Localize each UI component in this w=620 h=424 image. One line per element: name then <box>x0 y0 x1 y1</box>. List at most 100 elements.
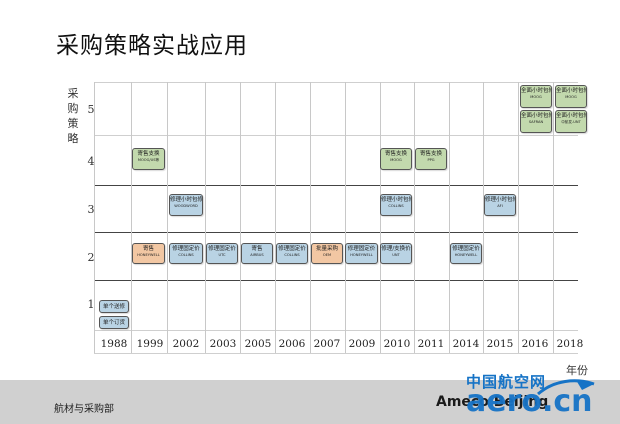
grid-line <box>94 185 578 186</box>
strategy-box: 修理固定价 HONEYWELL <box>450 243 482 264</box>
strategy-supplier: COLLINS <box>388 204 404 208</box>
watermark-en: aero.cn <box>466 384 593 419</box>
strategy-box: 修理固定价 COLLINS <box>169 243 203 264</box>
x-year-label: 2015 <box>486 338 514 350</box>
strategy-box: 单个送修 <box>99 300 129 313</box>
strategy-box: 单个订货 <box>99 316 129 329</box>
y-level-label: 3 <box>87 203 95 216</box>
strategy-name: 修理小时包修 <box>485 197 516 203</box>
strategy-box: 寄售 HONEYWELL <box>132 243 165 264</box>
x-year-label: 2002 <box>172 338 200 350</box>
strategy-name: 修理小时包修 <box>170 197 203 203</box>
strategy-name: 寄售 <box>142 246 154 252</box>
strategy-supplier: MOOG/US等 <box>137 158 160 162</box>
grid-line <box>94 353 578 354</box>
strategy-supplier: COLLINS <box>284 253 300 257</box>
x-year-label: 2006 <box>278 338 306 350</box>
x-year-label: 2016 <box>521 338 549 350</box>
strategy-supplier: PPG <box>427 158 435 162</box>
x-year-label: 2009 <box>348 338 376 350</box>
grid-line <box>310 82 311 353</box>
strategy-name: 修理固定价 <box>347 246 376 252</box>
strategy-box: 修理小时包修 COLLINS <box>380 194 412 216</box>
strategy-box: 修理固定价 COLLINS <box>276 243 308 264</box>
grid-line <box>380 82 381 353</box>
grid-line <box>414 82 415 353</box>
strategy-box: 修理固定价 HONEYWELL <box>345 243 378 264</box>
strategy-name: 寄售 <box>251 246 263 252</box>
strategy-supplier: HONEYWELL <box>137 253 160 257</box>
x-axis-unit: 年份 <box>566 364 588 377</box>
strategy-supplier: HONEYWELL <box>454 253 478 257</box>
strategy-box: 寄售支换 PPG <box>415 148 447 170</box>
strategy-supplier: UTC <box>218 253 226 257</box>
y-level-label: 2 <box>87 251 95 264</box>
grid-line <box>94 232 578 233</box>
strategy-box: 寄售支换 MOOG <box>380 148 412 170</box>
x-year-label: 1999 <box>136 338 164 350</box>
strategy-box: 修理/支换价 UNT <box>380 243 412 264</box>
grid-line <box>449 82 450 353</box>
y-level-label: 5 <box>87 103 95 116</box>
x-year-label: 2010 <box>383 338 411 350</box>
x-year-label: 2018 <box>556 338 584 350</box>
strategy-box: 全面小时包修 MOOG <box>520 85 552 108</box>
strategy-box: 全面小时包修 SAFRAN <box>520 110 552 133</box>
strategy-supplier: MOOG <box>530 95 542 99</box>
grid-line <box>94 82 95 353</box>
strategy-box: 全面小时包修 中航发-UNT <box>555 110 587 133</box>
y-level-label: 1 <box>87 298 95 311</box>
strategy-name: 修理固定价 <box>208 246 236 252</box>
y-level-label: 4 <box>87 155 95 168</box>
strategy-supplier: OEM <box>322 253 332 257</box>
grid-line <box>240 82 241 353</box>
strategy-supplier: SAFRAN <box>528 120 544 124</box>
grid-line <box>553 82 554 353</box>
strategy-name: 修理小时包修 <box>381 197 412 203</box>
department-label: 航材与采购部 <box>54 404 114 415</box>
grid-line <box>518 82 519 353</box>
grid-line <box>345 82 346 353</box>
strategy-name: 单个订货 <box>102 320 125 326</box>
company-logo-text: Ameco Beijing <box>436 394 549 410</box>
strategy-box: 修理固定价 UTC <box>206 243 238 264</box>
strategy-name: 批量采购 <box>315 246 338 252</box>
strategy-name: 寄售支换 <box>419 151 442 157</box>
grid-line <box>94 280 578 281</box>
strategy-name: 全面小时包修 <box>556 88 587 94</box>
y-axis-label: 采购策略 <box>67 87 79 145</box>
footer-bar: 航材与采购部 Ameco Beijing 中国航空网 aero.cn <box>0 373 620 424</box>
grid-line <box>205 82 206 353</box>
x-year-label: 2003 <box>209 338 237 350</box>
strategy-box: 全面小时包修 MOOG <box>555 85 587 108</box>
strategy-name: 修理/支换价 <box>381 246 411 252</box>
strategy-supplier: AFI <box>497 204 503 208</box>
grid-line <box>131 82 132 353</box>
strategy-name: 修理固定价 <box>172 246 200 252</box>
strategy-box: 修理小时包修 WOODWORD <box>169 194 203 216</box>
x-year-label: 2005 <box>244 338 272 350</box>
strategy-name: 寄售支换 <box>384 151 407 157</box>
strategy-supplier: HONEYWELL <box>350 253 373 257</box>
grid-line <box>167 82 168 353</box>
grid-line <box>94 135 578 136</box>
x-year-label: 2011 <box>417 338 445 350</box>
strategy-supplier: 中航发-UNT <box>561 120 581 124</box>
strategy-box: 修理小时包修 AFI <box>484 194 516 216</box>
strategy-supplier: WOODWORD <box>174 204 198 208</box>
watermark-cn: 中国航空网 <box>466 373 547 391</box>
watermark-swoosh-icon <box>537 379 595 396</box>
strategy-name: 全面小时包修 <box>556 113 587 119</box>
x-year-label: 2014 <box>452 338 480 350</box>
strategy-name: 全面小时包修 <box>521 88 552 94</box>
grid-line <box>275 82 276 353</box>
strategy-supplier: UNT <box>392 253 400 257</box>
strategy-box: 批量采购 OEM <box>311 243 343 264</box>
strategy-supplier: COLLINS <box>178 253 194 257</box>
strategy-box: 寄售 AIRBUS <box>241 243 273 264</box>
strategy-name: 修理固定价 <box>278 246 306 252</box>
strategy-name: 单个送修 <box>102 304 125 310</box>
slide-title: 采购策略实战应用 <box>56 33 248 59</box>
